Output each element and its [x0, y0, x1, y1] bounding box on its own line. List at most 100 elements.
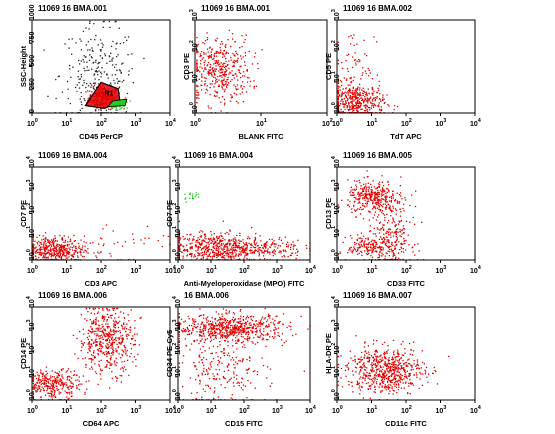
event-point: [213, 94, 216, 97]
event-point: [366, 251, 369, 253]
event-point: [74, 374, 76, 376]
event-point: [123, 317, 126, 319]
event-point: [85, 366, 87, 369]
event-point: [45, 370, 47, 372]
event-point: [219, 75, 221, 77]
event-point: [234, 333, 236, 335]
event-point: [203, 251, 206, 253]
event-point: [216, 239, 218, 242]
event-point: [241, 325, 243, 328]
event-point: [200, 334, 202, 336]
event-point: [281, 255, 283, 258]
event-point: [226, 243, 228, 246]
event-point: [102, 331, 104, 333]
event-point: [294, 244, 296, 247]
event-point: [232, 345, 234, 347]
event-point: [50, 375, 52, 377]
event-point: [49, 248, 52, 251]
event-point: [90, 94, 92, 96]
event-point: [342, 103, 344, 105]
event-point: [237, 254, 240, 256]
event-point: [369, 230, 371, 233]
event-point: [50, 244, 52, 246]
event-point: [71, 38, 73, 40]
event-point: [241, 46, 243, 48]
event-point: [178, 328, 180, 330]
event-point: [216, 249, 218, 252]
event-point: [201, 335, 203, 337]
event-point: [227, 242, 229, 244]
event-point: [100, 328, 102, 330]
event-point: [46, 389, 48, 392]
event-point: [182, 331, 184, 333]
event-point: [242, 242, 245, 244]
event-point: [378, 104, 380, 106]
event-point: [382, 213, 385, 215]
event-point: [368, 198, 370, 200]
event-point: [34, 255, 37, 257]
event-point: [244, 250, 246, 252]
event-point: [200, 230, 202, 232]
event-point: [230, 243, 232, 245]
event-point: [202, 329, 204, 332]
event-point: [213, 255, 216, 258]
event-point: [116, 322, 118, 325]
event-point: [246, 70, 248, 72]
event-point: [367, 193, 369, 196]
event-point: [53, 254, 55, 256]
event-point: [245, 331, 247, 333]
event-point: [243, 327, 245, 329]
y-tick-label: 750: [29, 31, 36, 43]
event-point: [231, 79, 233, 81]
event-point: [93, 308, 95, 311]
event-point: [200, 243, 202, 245]
event-point: [227, 63, 229, 66]
x-tick-label: 102: [96, 405, 107, 415]
event-point: [196, 91, 198, 93]
event-point: [183, 329, 185, 332]
x-tick-label: 100: [27, 118, 38, 128]
event-point: [54, 380, 56, 383]
event-point: [90, 312, 92, 314]
event-point: [196, 67, 198, 69]
event-point: [246, 76, 249, 79]
event-point: [357, 247, 360, 249]
event-point: [198, 243, 201, 245]
event-point: [121, 107, 123, 109]
event-point: [109, 60, 111, 62]
event-point: [377, 202, 379, 204]
event-point: [108, 353, 110, 355]
event-point: [110, 352, 112, 354]
event-point: [197, 252, 199, 254]
event-point: [393, 221, 396, 223]
event-point: [369, 230, 372, 232]
event-point: [208, 57, 210, 59]
event-point: [251, 63, 254, 65]
event-point: [380, 191, 383, 193]
event-point: [60, 250, 62, 252]
event-point: [381, 252, 383, 254]
event-point: [224, 329, 226, 331]
event-point: [50, 394, 53, 396]
event-point: [213, 338, 215, 340]
event-point: [112, 40, 114, 43]
event-point: [208, 56, 210, 58]
event-point: [73, 253, 75, 255]
event-point: [80, 340, 83, 342]
event-point: [183, 249, 185, 252]
event-point: [233, 328, 235, 330]
event-point: [287, 244, 290, 246]
event-point: [349, 200, 351, 203]
event-point: [247, 336, 249, 338]
event-point: [226, 329, 228, 332]
event-point: [61, 383, 63, 385]
event-point: [350, 194, 352, 196]
event-point: [123, 344, 125, 346]
event-point: [225, 65, 227, 67]
event-point: [44, 240, 46, 242]
event-point: [96, 67, 98, 69]
event-point: [236, 75, 238, 77]
event-point: [398, 241, 400, 243]
event-point: [196, 65, 198, 67]
event-point: [215, 328, 218, 331]
